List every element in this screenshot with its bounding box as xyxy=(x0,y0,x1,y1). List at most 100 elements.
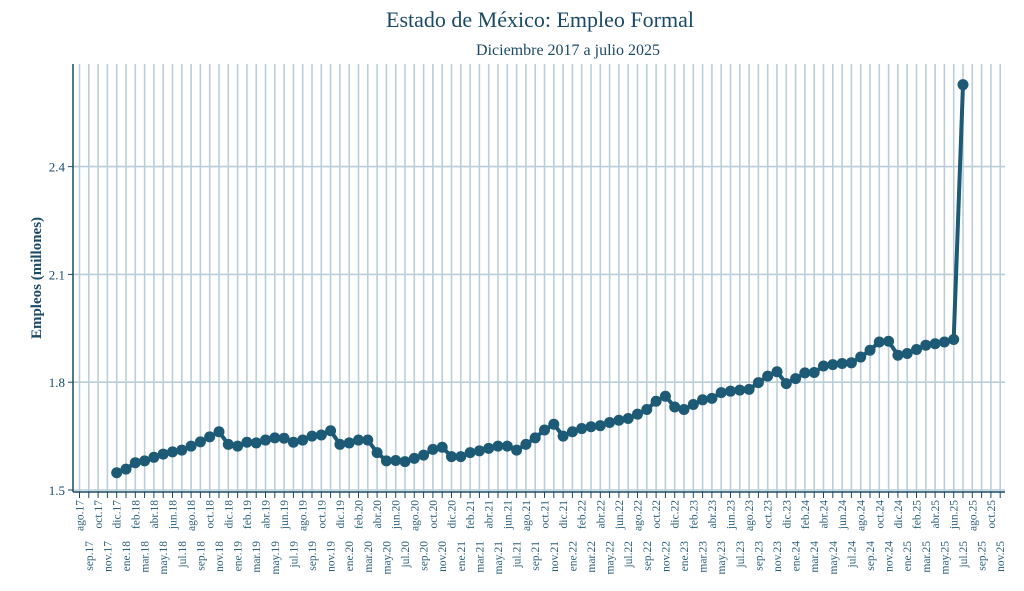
x-tick-label: sep.21 xyxy=(530,541,542,571)
data-point xyxy=(120,463,132,475)
x-tick-label: mar.18 xyxy=(140,541,152,573)
x-tick-label: oct.17 xyxy=(93,500,105,529)
data-point xyxy=(836,358,848,370)
x-tick-label: sep.24 xyxy=(865,541,877,571)
chart-title: Estado de México: Empleo Formal xyxy=(386,7,694,32)
data-point xyxy=(278,432,290,444)
x-tick-label: abr.22 xyxy=(595,500,607,529)
data-point xyxy=(511,444,523,456)
data-point xyxy=(566,426,578,438)
data-point xyxy=(297,434,309,446)
x-tick-label: ene.25 xyxy=(902,541,914,572)
data-point xyxy=(790,373,802,385)
x-tick-label: sep.17 xyxy=(84,541,96,571)
data-point xyxy=(678,404,690,416)
x-tick-label: nov.22 xyxy=(660,541,672,572)
x-tick-label: ene.18 xyxy=(121,541,133,572)
x-tick-label: dic.17 xyxy=(112,500,124,529)
data-point xyxy=(529,432,541,444)
x-tick-label: sep.18 xyxy=(195,541,207,571)
data-point xyxy=(771,366,783,378)
x-tick-label: ene.20 xyxy=(344,541,356,572)
x-tick-label: dic.19 xyxy=(335,500,347,529)
x-tick-label: feb.19 xyxy=(242,500,254,529)
data-point xyxy=(622,412,634,424)
x-tick-label: oct.21 xyxy=(540,500,552,529)
data-point xyxy=(613,414,625,426)
x-tick-label: jun.22 xyxy=(614,500,626,530)
x-tick-label: jul.24 xyxy=(846,541,858,569)
data-point xyxy=(539,424,550,436)
x-tick-label: jul.18 xyxy=(177,541,189,569)
data-point xyxy=(483,442,495,454)
data-point xyxy=(548,418,560,430)
data-point xyxy=(883,335,895,347)
x-tick-label: ago.17 xyxy=(75,500,87,531)
data-point xyxy=(780,378,792,390)
data-point xyxy=(362,434,374,446)
data-point xyxy=(194,436,206,448)
data-point xyxy=(892,349,904,361)
data-point xyxy=(371,447,383,459)
data-point xyxy=(139,455,151,467)
data-point xyxy=(390,455,402,467)
x-tick-label: oct.23 xyxy=(763,500,775,529)
x-tick-label: ene.23 xyxy=(679,541,691,572)
data-point xyxy=(408,452,420,464)
series-line xyxy=(115,84,965,475)
x-tick-label: ago.20 xyxy=(409,500,421,531)
x-tick-label: jun.18 xyxy=(168,500,180,530)
x-tick-label: jul.25 xyxy=(958,541,970,569)
x-tick-label: oct.25 xyxy=(986,500,998,529)
x-tick-label: jul.21 xyxy=(512,541,524,569)
data-point xyxy=(641,404,653,416)
data-point xyxy=(260,434,271,446)
data-point xyxy=(241,436,253,448)
data-point xyxy=(901,347,913,359)
data-point xyxy=(473,445,485,457)
data-point xyxy=(818,360,829,372)
x-tick-label: jun.20 xyxy=(391,500,403,530)
x-tick-label: mar.20 xyxy=(363,541,375,573)
data-point xyxy=(938,336,950,348)
data-point xyxy=(808,367,820,379)
data-point xyxy=(232,440,244,452)
x-tick-label: nov.25 xyxy=(995,541,1007,572)
x-tick-label: jun.23 xyxy=(726,500,738,530)
data-point xyxy=(725,385,736,397)
x-tick-label: sep.20 xyxy=(419,541,431,571)
x-tick-label: ago.24 xyxy=(856,500,868,531)
x-tick-label: feb.24 xyxy=(800,500,812,529)
x-tick-label: may.19 xyxy=(270,541,282,575)
data-point xyxy=(213,426,225,438)
data-point xyxy=(436,441,448,453)
data-point xyxy=(204,431,216,443)
x-tick-label: mar.23 xyxy=(698,541,710,573)
x-tick-label: may.18 xyxy=(158,541,170,575)
data-point xyxy=(594,420,606,432)
data-point xyxy=(157,448,169,460)
data-point xyxy=(948,333,960,345)
data-point xyxy=(752,377,764,389)
x-tick-label: ene.24 xyxy=(791,541,803,572)
x-tick-label: sep.23 xyxy=(753,541,765,571)
x-tick-label: nov.24 xyxy=(884,541,896,572)
x-tick-label: ago.25 xyxy=(967,500,979,531)
data-point xyxy=(520,438,532,450)
y-tick-label: 2.1 xyxy=(49,267,65,282)
x-tick-label: mar.22 xyxy=(586,541,598,573)
data-point xyxy=(306,430,318,442)
data-point xyxy=(343,437,355,449)
x-tick-label: dic.22 xyxy=(670,500,682,529)
data-point xyxy=(269,432,281,444)
x-tick-label: dic.24 xyxy=(893,500,905,529)
x-tick-label: nov.18 xyxy=(214,541,226,572)
data-point xyxy=(827,359,839,371)
x-tick-label: feb.21 xyxy=(465,500,477,529)
axes xyxy=(72,64,1005,493)
data-point xyxy=(111,467,123,479)
data-point xyxy=(845,357,857,369)
x-tick-label: mar.21 xyxy=(474,541,486,573)
x-tick-label: abr.19 xyxy=(261,500,273,529)
